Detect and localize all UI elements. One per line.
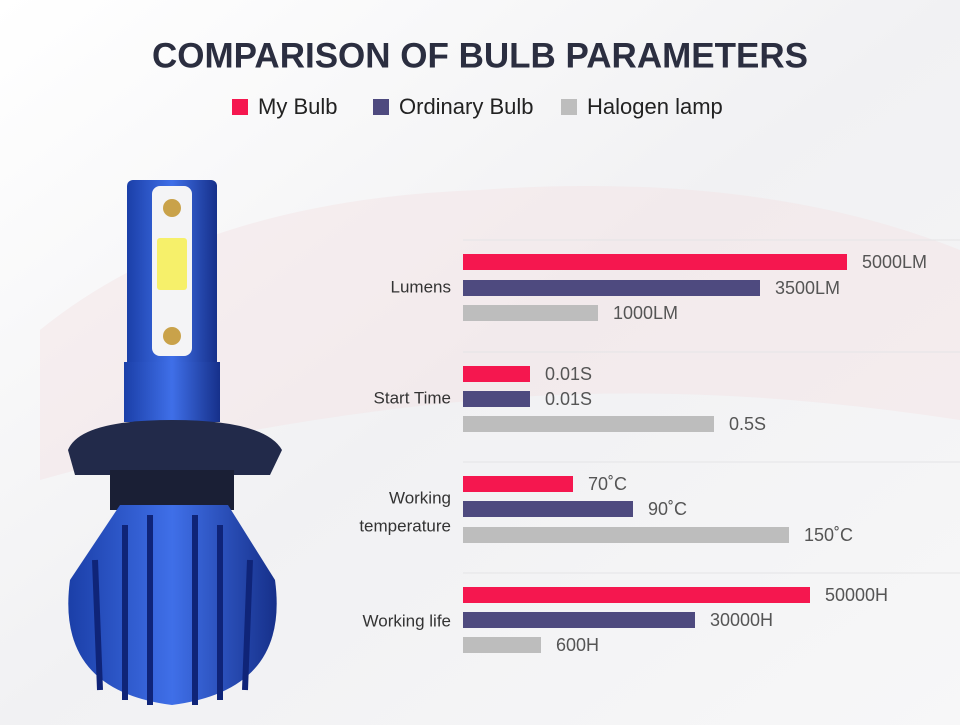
legend-swatch: [373, 99, 389, 115]
category-label: temperature: [359, 516, 451, 535]
bar-label: 90˚C: [648, 499, 687, 519]
legend-label: My Bulb: [258, 94, 337, 119]
bar: [463, 366, 530, 382]
bar-label: 70˚C: [588, 474, 627, 494]
bar: [463, 637, 541, 653]
category-label: Working: [389, 488, 451, 507]
legend: My Bulb Ordinary Bulb Halogen lamp: [232, 94, 723, 119]
category-label: Lumens: [391, 277, 451, 296]
bar: [463, 416, 714, 432]
bar-label: 3500LM: [775, 278, 840, 298]
bar: [463, 612, 695, 628]
bar-label: 50000H: [825, 585, 888, 605]
title: COMPARISON OF BULB PARAMETERS: [152, 36, 808, 75]
comparison: Lumens 5000LM 3500LM 1000LM Start Time 0.01S 0…: [359, 239, 960, 655]
bar: [463, 254, 847, 270]
bar: [463, 305, 598, 321]
bar-label: 30000H: [710, 610, 773, 630]
bar: [463, 587, 810, 603]
bar-label: 600H: [556, 635, 599, 655]
bar-label: 0.01S: [545, 364, 592, 384]
bar-label: 0.01S: [545, 389, 592, 409]
bar: [463, 391, 530, 407]
category-label: Working life: [363, 611, 452, 630]
legend-label: Ordinary Bulb: [399, 94, 534, 119]
bar-label: 5000LM: [862, 252, 927, 272]
bar: [463, 280, 760, 296]
bar: [463, 527, 789, 543]
bar: [463, 501, 633, 517]
legend-label: Halogen lamp: [587, 94, 723, 119]
bar-label: 0.5S: [729, 414, 766, 434]
bar-label: 150˚C: [804, 525, 853, 545]
category-label: Start Time: [374, 388, 451, 407]
bar: [463, 476, 573, 492]
bulb-illustration: [68, 180, 282, 705]
legend-swatch: [561, 99, 577, 115]
bar-label: 1000LM: [613, 303, 678, 323]
legend-swatch: [232, 99, 248, 115]
